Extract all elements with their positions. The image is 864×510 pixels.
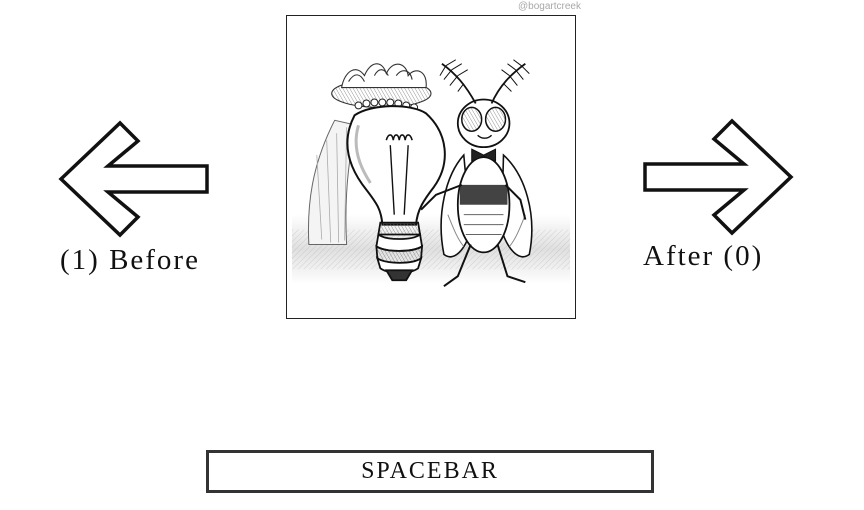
- spacebar-label: SPACEBAR: [361, 458, 499, 484]
- right-arrow-icon[interactable]: [642, 118, 794, 236]
- cartoon-illustration: [291, 59, 571, 287]
- artist-credit: @bogartcreek: [518, 1, 581, 12]
- cartoon-image: [286, 15, 576, 319]
- spacebar-button[interactable]: SPACEBAR: [206, 450, 654, 493]
- after-label[interactable]: After (0): [643, 240, 764, 272]
- left-arrow-icon[interactable]: [58, 120, 210, 238]
- before-label[interactable]: (1) Before: [60, 244, 200, 276]
